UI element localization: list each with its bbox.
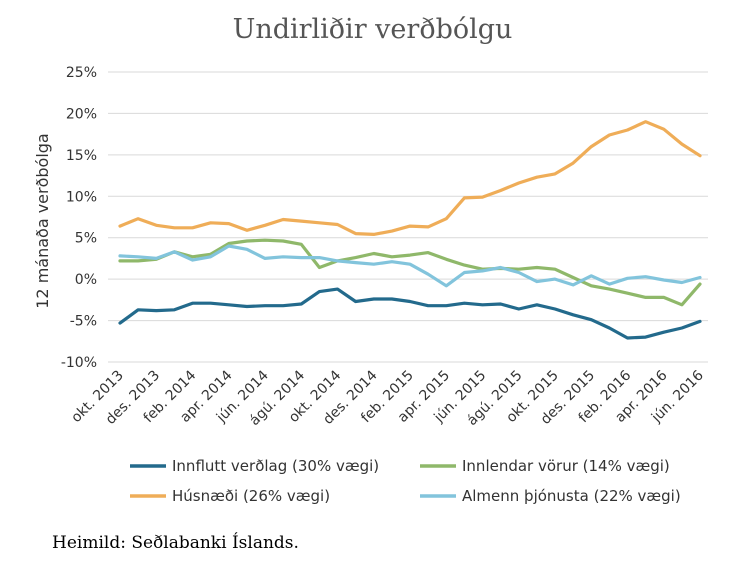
gridlines (108, 71, 708, 363)
series-line-4 (118, 244, 702, 288)
y-tick-label: -10% (61, 355, 97, 371)
series-line-2 (118, 238, 702, 307)
legend-item: Almenn þjónusta (22% vægi) (420, 487, 681, 505)
y-tick-label: -5% (70, 314, 97, 330)
legend-label: Almenn þjónusta (22% vægi) (462, 487, 681, 505)
chart-title: Undirliðir verðbólgu (232, 14, 513, 45)
y-tick-label: 5% (75, 231, 97, 247)
source-note: Heimild: Seðlabanki Íslands. (52, 533, 299, 553)
legend-label: Húsnæði (26% vægi) (172, 487, 330, 505)
legend: Innflutt verðlag (30% vægi) Innlendar vör… (130, 457, 681, 505)
y-axis-label: 12 mánaða verðbólga (33, 133, 52, 309)
legend-label: Innlendar vörur (14% vægi) (462, 457, 670, 475)
y-tick-label: 15% (66, 148, 97, 164)
y-tick-label: 10% (66, 189, 97, 205)
series-lines (118, 120, 702, 340)
legend-item: Innlendar vörur (14% vægi) (420, 457, 670, 475)
series-line-3 (118, 120, 702, 236)
y-axis-ticks: -10% -5% 0% 5% 10% 15% 20% 25% (61, 65, 97, 371)
series-line-1 (118, 287, 702, 340)
legend-item: Innflutt verðlag (30% vægi) (130, 457, 379, 475)
legend-item: Húsnæði (26% vægi) (130, 487, 330, 505)
legend-label: Innflutt verðlag (30% vægi) (172, 457, 379, 475)
y-tick-label: 0% (75, 272, 97, 288)
y-tick-label: 25% (66, 65, 97, 81)
y-tick-label: 20% (66, 106, 97, 122)
